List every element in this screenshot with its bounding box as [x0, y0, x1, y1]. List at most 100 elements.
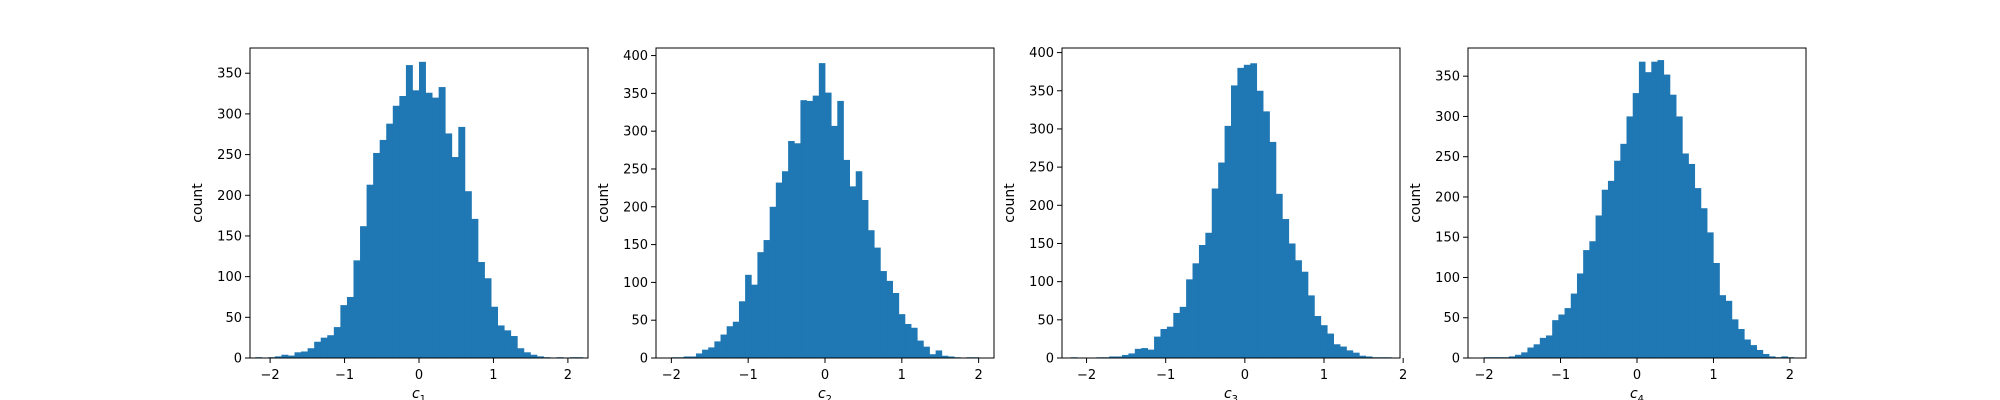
- histogram-bar: [530, 354, 538, 358]
- histogram-bar: [346, 296, 354, 358]
- histogram-bar: [1645, 72, 1652, 358]
- x-axis-label: c4: [1630, 386, 1644, 400]
- axes-frame: [1061, 47, 1401, 359]
- x-tick-label: 2: [564, 368, 572, 383]
- histogram-bar: [1564, 308, 1572, 358]
- y-tick-label: 350: [623, 87, 648, 102]
- histogram-bar: [714, 341, 721, 358]
- bars-group: [255, 61, 584, 359]
- histogram-bar: [1607, 180, 1615, 358]
- histogram-bar: [1147, 349, 1155, 358]
- histogram-bar: [405, 65, 413, 358]
- histogram-bar: [1346, 350, 1354, 358]
- histogram-bar: [464, 191, 472, 358]
- y-tick-label: 250: [1029, 161, 1054, 176]
- histogram-bar: [477, 261, 485, 358]
- histogram-bar: [1282, 219, 1290, 358]
- histogram-bar: [855, 171, 863, 358]
- histogram-bar: [419, 61, 426, 358]
- histogram-bar: [1576, 273, 1584, 358]
- histogram-bar: [445, 133, 453, 358]
- x-tick-label: −2: [1077, 368, 1096, 383]
- histogram-bar: [333, 327, 341, 358]
- histogram-bar: [1192, 263, 1200, 358]
- histogram-bar: [1738, 329, 1745, 358]
- x-axis-label: c2: [818, 386, 832, 400]
- y-tick-label: 150: [1435, 231, 1460, 246]
- histogram-panel-4: −2 −1 0 1 2 0 50 100 150 200 250 300 350 count c4: [1408, 47, 1807, 400]
- histogram-bar: [314, 341, 322, 358]
- y-tick-label: 150: [1029, 237, 1054, 252]
- histogram-bar: [1682, 153, 1689, 358]
- histogram-bar: [1744, 339, 1751, 358]
- y-tick-label: 250: [1435, 150, 1460, 165]
- y-tick-label: 0: [1046, 352, 1054, 367]
- x-tick-label: −1: [335, 368, 354, 383]
- histogram-bar: [837, 100, 844, 359]
- histogram-bar: [1288, 243, 1296, 358]
- y-tick-label: 100: [1029, 275, 1054, 290]
- histogram-bar: [1141, 348, 1149, 358]
- histogram-bar: [763, 240, 771, 358]
- histogram-bar: [504, 330, 512, 358]
- histogram-bar: [1134, 348, 1142, 358]
- bars-group: [1070, 63, 1392, 359]
- y-tick-label: 300: [1435, 110, 1460, 125]
- histogram-bar: [1725, 300, 1733, 358]
- histogram-bar: [517, 348, 525, 358]
- histogram-bar: [1762, 353, 1770, 358]
- y-tick-label: 50: [1037, 313, 1054, 328]
- histogram-bar: [320, 337, 328, 358]
- histogram-bar: [1198, 245, 1206, 358]
- histogram-bar: [399, 96, 407, 358]
- x-axis-label: c3: [1224, 386, 1238, 400]
- histogram-bar: [1314, 316, 1322, 358]
- histogram-bar: [1731, 319, 1739, 358]
- histogram-bar: [1719, 295, 1727, 358]
- histogram-bar: [1186, 279, 1193, 358]
- histogram-bar: [1632, 93, 1640, 358]
- histogram-bar: [1750, 345, 1757, 358]
- histogram-bar: [794, 143, 801, 358]
- histogram-bar: [1521, 352, 1528, 358]
- histogram-bar: [720, 334, 728, 358]
- histogram-bar: [1359, 355, 1367, 358]
- histogram-bar: [510, 336, 518, 358]
- x-tick-label: −2: [261, 368, 280, 383]
- histogram-bar: [1756, 349, 1764, 358]
- histogram-bar: [392, 105, 400, 359]
- x-tick-label: −1: [1156, 368, 1175, 383]
- histogram-bar: [1570, 293, 1578, 358]
- histogram-bar: [1327, 333, 1334, 358]
- histogram-bar: [432, 97, 440, 358]
- histogram-bar: [1713, 262, 1720, 358]
- histogram-bar: [880, 271, 887, 358]
- histogram-bar: [904, 323, 912, 358]
- histogram-bar: [1638, 61, 1646, 358]
- histogram-bar: [1301, 271, 1309, 358]
- histogram-bar: [1224, 125, 1232, 358]
- y-tick-label: 300: [1029, 122, 1054, 137]
- y-axis-label: count: [190, 183, 206, 223]
- histogram-bar: [1179, 306, 1187, 358]
- histogram-bar: [1657, 60, 1665, 358]
- histogram-bar: [1320, 325, 1328, 358]
- histogram-bar: [301, 351, 309, 358]
- histogram-bar: [898, 314, 906, 358]
- histogram-bar: [1552, 320, 1559, 358]
- histogram-bar: [366, 184, 374, 358]
- histogram-bar: [1781, 356, 1788, 358]
- histogram-bar: [1243, 64, 1251, 359]
- histogram-bar: [1539, 337, 1547, 358]
- histogram-bar: [917, 340, 924, 358]
- histogram-bar: [892, 292, 900, 358]
- histogram-bar: [788, 141, 795, 358]
- y-tick-label: 300: [623, 125, 648, 140]
- histogram-bar: [929, 354, 937, 358]
- histogram-bar: [1250, 63, 1258, 359]
- histogram-bar: [818, 63, 826, 359]
- histogram-bar: [1601, 189, 1609, 358]
- x-axis-label: c1: [412, 386, 426, 400]
- histogram-bar: [1589, 241, 1596, 358]
- y-tick-label: 0: [234, 352, 242, 367]
